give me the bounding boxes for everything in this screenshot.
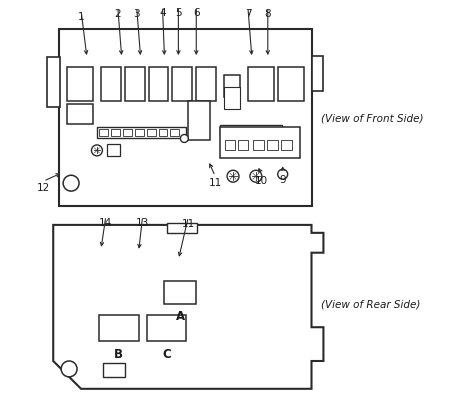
Text: 2: 2 (115, 9, 121, 19)
Text: 12: 12 (36, 183, 50, 193)
Bar (238, 140, 248, 150)
Bar (47, 57, 60, 107)
Bar (103, 363, 125, 377)
Text: 4: 4 (159, 8, 166, 18)
Bar (101, 67, 121, 101)
Circle shape (227, 170, 239, 182)
Text: 10: 10 (255, 176, 268, 186)
Bar (148, 67, 168, 101)
Bar (123, 129, 132, 137)
Text: B: B (114, 347, 123, 360)
Text: A: A (176, 310, 185, 323)
Circle shape (91, 145, 102, 156)
Bar (224, 87, 240, 109)
Text: 7: 7 (245, 9, 251, 19)
Bar (248, 67, 274, 101)
Bar (164, 281, 196, 304)
Text: 14: 14 (99, 218, 112, 228)
Bar (111, 129, 120, 137)
Bar (233, 127, 241, 134)
Bar (266, 127, 274, 134)
Bar (67, 67, 93, 101)
Text: 5: 5 (175, 8, 182, 18)
Bar (278, 67, 303, 101)
Bar (67, 104, 93, 124)
Bar (59, 29, 312, 206)
Bar (158, 129, 167, 137)
Bar (222, 127, 230, 134)
Text: 3: 3 (133, 9, 140, 19)
Circle shape (250, 170, 262, 182)
Text: 11: 11 (209, 178, 222, 188)
Text: C: C (162, 347, 171, 360)
Bar (253, 140, 264, 150)
Circle shape (181, 134, 188, 142)
Bar (311, 56, 323, 91)
Bar (267, 140, 278, 150)
Polygon shape (53, 225, 323, 389)
Bar (188, 101, 210, 140)
Bar (220, 127, 300, 158)
Bar (244, 127, 252, 134)
Bar (107, 145, 120, 156)
Circle shape (61, 361, 77, 377)
Bar (171, 129, 179, 137)
Bar (220, 124, 282, 137)
Text: 9: 9 (279, 175, 286, 185)
Bar (135, 129, 144, 137)
Bar (173, 67, 192, 101)
Bar (99, 315, 139, 341)
Circle shape (278, 169, 288, 179)
Text: (View of Front Side): (View of Front Side) (321, 114, 424, 124)
Bar (146, 315, 186, 341)
Bar (225, 140, 235, 150)
Text: 1: 1 (78, 12, 84, 22)
Text: 8: 8 (264, 9, 271, 19)
Bar (255, 127, 263, 134)
Bar (97, 127, 186, 138)
Text: 11: 11 (182, 219, 195, 229)
Bar (196, 67, 216, 101)
Bar (224, 75, 240, 97)
Text: (View of Rear Side): (View of Rear Side) (321, 299, 421, 309)
Circle shape (63, 175, 79, 191)
Bar (281, 140, 292, 150)
Text: 6: 6 (193, 8, 200, 18)
Bar (99, 129, 108, 137)
Bar (125, 67, 145, 101)
Bar (167, 223, 197, 233)
Text: 13: 13 (136, 218, 149, 228)
Bar (146, 129, 155, 137)
